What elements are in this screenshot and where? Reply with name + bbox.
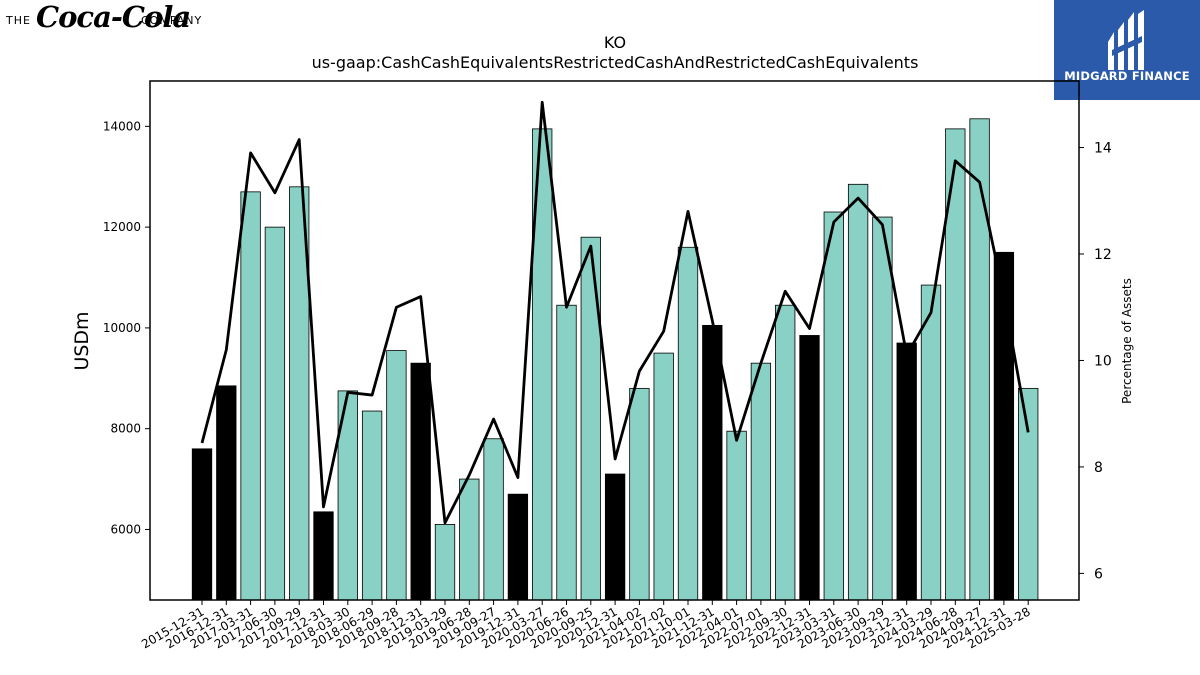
bar-2024-09-27	[969, 118, 990, 601]
bar-2019-09-27	[483, 438, 504, 601]
y2-tick-label: 8	[1094, 460, 1103, 476]
bar-2019-03-29	[434, 524, 456, 601]
bar-2022-07-01	[750, 362, 772, 601]
bar-2019-12-31	[507, 493, 529, 601]
bar-2025-03-28	[1018, 387, 1039, 601]
percentage-line	[200, 100, 1030, 525]
y2-axis-label: Percentage of Assets	[1120, 278, 1134, 404]
bar-2023-09-29	[872, 216, 893, 601]
y2-tick-label: 10	[1094, 353, 1112, 369]
y2-tick-label: 6	[1094, 566, 1103, 582]
midgard-m-icon	[1108, 10, 1144, 70]
bar-2018-06-29	[361, 410, 383, 601]
bar-2022-12-31	[799, 335, 820, 601]
y-tick-label: 6000	[110, 522, 141, 536]
bar-2022-04-01	[726, 430, 747, 601]
chart-subtitle: us-gaap:CashCashEquivalentsRestrictedCas…	[312, 53, 919, 72]
bar-2020-12-31	[604, 473, 626, 601]
y2-tick-label: 14	[1094, 141, 1112, 157]
coca-cola-company-logo: THE Coca-Cola COMPANY	[0, 0, 230, 40]
bar-2021-10-01	[677, 246, 699, 601]
bar-2015-12-31	[191, 448, 213, 601]
bar-2018-12-31	[410, 362, 431, 601]
plot-frame	[149, 80, 1080, 601]
bar-2022-09-30	[775, 304, 796, 601]
bar-2021-12-31	[702, 324, 723, 601]
y-tick-label: 14000	[103, 119, 141, 133]
y2-tick-label: 12	[1094, 247, 1112, 263]
bar-2023-06-30	[847, 183, 869, 601]
bar-2016-12-31	[216, 385, 237, 601]
y-axis-label: USDm	[71, 311, 93, 370]
bar-2023-03-31	[823, 211, 844, 601]
bar-2017-12-31	[313, 511, 334, 601]
bar-2017-06-30	[264, 226, 286, 601]
bar-2023-12-31	[896, 342, 917, 601]
bar-2024-03-29	[920, 284, 942, 601]
midgard-finance-logo: MIDGARD FINANCE	[1054, 0, 1200, 100]
logo-suffix: COMPANY	[141, 14, 203, 27]
y-tick-label: 8000	[110, 422, 141, 436]
chart-title: KO	[604, 33, 626, 52]
bar-2017-03-31	[240, 191, 261, 601]
coca-cola-script-logo: Coca-Cola	[36, 0, 191, 34]
bar-2021-04-02	[629, 387, 650, 601]
bar-2018-09-28	[386, 350, 407, 601]
bar-2021-07-02	[653, 352, 674, 601]
bar-2019-06-28	[459, 478, 480, 601]
midgard-brand-name: MIDGARD FINANCE	[1064, 69, 1190, 83]
y-tick-label: 10000	[103, 321, 141, 335]
y-tick-label: 12000	[103, 220, 141, 234]
bar-2020-06-26	[556, 304, 577, 601]
logo-prefix: THE	[6, 14, 31, 27]
bar-2020-09-25	[580, 236, 601, 601]
